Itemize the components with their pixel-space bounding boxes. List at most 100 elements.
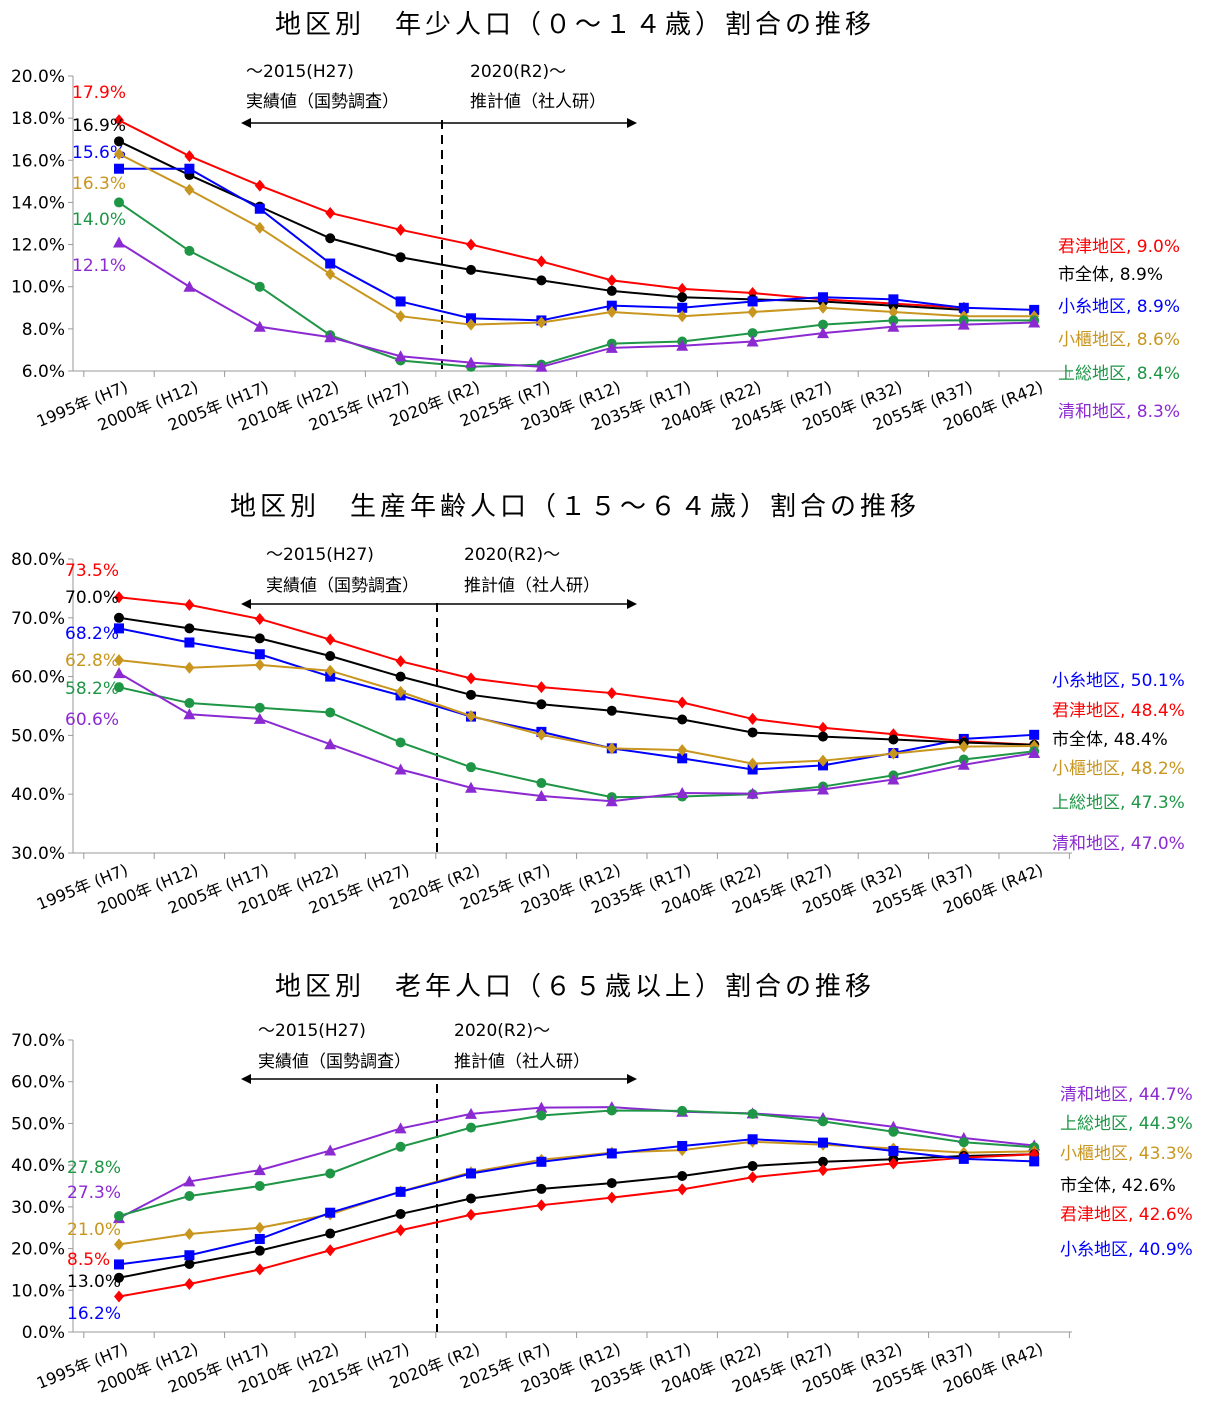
data-point [184, 637, 195, 648]
series-end-label: 小櫃地区, 43.3% [1060, 1144, 1193, 1164]
start-value-label: 27.8% [67, 1158, 121, 1178]
data-point [747, 1171, 758, 1184]
y-tick-label: 60.0% [11, 1073, 65, 1093]
data-point [184, 183, 195, 196]
data-point [536, 255, 547, 268]
data-point [395, 252, 406, 263]
data-point [254, 649, 265, 660]
data-point [466, 1193, 476, 1204]
data-point [817, 783, 829, 795]
data-point [818, 754, 828, 767]
data-point [606, 285, 617, 296]
data-point [254, 203, 265, 214]
data-point [325, 206, 336, 219]
data-point [818, 319, 828, 330]
data-point [325, 1168, 336, 1179]
data-point [676, 787, 689, 799]
data-point [677, 753, 688, 764]
data-point [466, 238, 476, 251]
data-point [465, 1107, 477, 1119]
period-projection-label: 2020(R2)～ [470, 62, 566, 82]
data-point [184, 245, 195, 256]
series-end-label: 小糸地区, 40.9% [1060, 1240, 1193, 1260]
data-point [818, 1156, 828, 1167]
data-point [114, 591, 124, 604]
data-point [183, 280, 196, 292]
arrow-left-icon [241, 118, 251, 128]
data-point [958, 1137, 969, 1148]
actual-values-label: 実績値（国勢調査） [246, 92, 399, 112]
data-point [254, 1181, 265, 1191]
data-point [113, 667, 125, 679]
chart-working-age-ratio: 30.0%40.0%50.0%60.0%70.0%80.0%1995年 (H7)… [11, 545, 1185, 918]
series-line [118, 1153, 1035, 1298]
data-point [114, 1259, 124, 1270]
data-point [747, 306, 758, 318]
data-point [605, 795, 618, 807]
data-point [536, 699, 547, 710]
data-point [395, 1208, 406, 1219]
series-end-label: 小櫃地区, 48.2% [1052, 759, 1185, 779]
start-value-label: 16.3% [72, 174, 126, 194]
chart-title-youth: 地区別 年少人口（０～１４歳）割合の推移 [274, 10, 875, 40]
data-point [395, 685, 406, 698]
data-point [818, 1164, 828, 1177]
data-point [395, 296, 406, 307]
data-point [254, 281, 265, 292]
y-tick-label: 16.0% [11, 151, 65, 171]
start-value-label: 68.2% [65, 624, 119, 644]
data-point [606, 1178, 617, 1189]
data-point [958, 1153, 969, 1164]
data-point [536, 316, 547, 329]
data-point [677, 282, 688, 295]
data-point [747, 1134, 758, 1145]
data-point [114, 1290, 124, 1303]
arrow-left-icon [241, 599, 251, 609]
data-point [325, 1228, 336, 1239]
chart-title-elderly: 地区別 老年人口（６５歳以上）割合の推移 [274, 972, 875, 1002]
data-point [325, 233, 336, 244]
data-point [114, 114, 124, 127]
period-projection-label: 2020(R2)～ [464, 545, 560, 565]
data-point [184, 1191, 195, 1202]
data-point [1029, 304, 1040, 315]
period-actual-label: ～2015(H27) [246, 62, 354, 82]
data-point [606, 1191, 617, 1204]
series-line [118, 659, 1035, 765]
data-point [888, 306, 899, 318]
data-point [114, 1211, 124, 1222]
data-point [254, 702, 265, 713]
data-point [395, 737, 406, 748]
projection-values-label: 推計値（社人研） [454, 1052, 590, 1072]
y-tick-label: 20.0% [11, 1240, 65, 1260]
start-value-label: 17.9% [72, 83, 126, 103]
data-point [114, 623, 124, 634]
y-tick-label: 6.0% [22, 362, 65, 382]
data-point [888, 1145, 899, 1156]
start-value-label: 13.0% [67, 1272, 121, 1292]
data-point [677, 302, 688, 313]
start-value-label: 12.1% [72, 256, 126, 276]
series-line [118, 1140, 1035, 1246]
series-end-label: 君津地区, 48.4% [1052, 701, 1185, 721]
data-point [888, 315, 899, 326]
data-point [253, 320, 266, 332]
data-point [114, 163, 124, 174]
period-actual-label: ～2015(H27) [258, 1021, 366, 1041]
series-line [118, 686, 1035, 799]
series-line [118, 1138, 1035, 1266]
series-line [118, 1109, 1035, 1217]
data-point [747, 757, 758, 770]
data-point [747, 727, 758, 738]
data-point [114, 136, 124, 147]
data-point [536, 1156, 547, 1167]
data-point [253, 1164, 266, 1176]
data-point [677, 310, 688, 323]
data-point [677, 292, 688, 303]
data-point [324, 1144, 337, 1156]
data-point [888, 1157, 899, 1170]
data-point [394, 350, 407, 362]
series-end-label: 清和地区, 44.7% [1060, 1085, 1193, 1105]
y-tick-label: 70.0% [11, 609, 65, 629]
data-point [535, 1101, 548, 1113]
